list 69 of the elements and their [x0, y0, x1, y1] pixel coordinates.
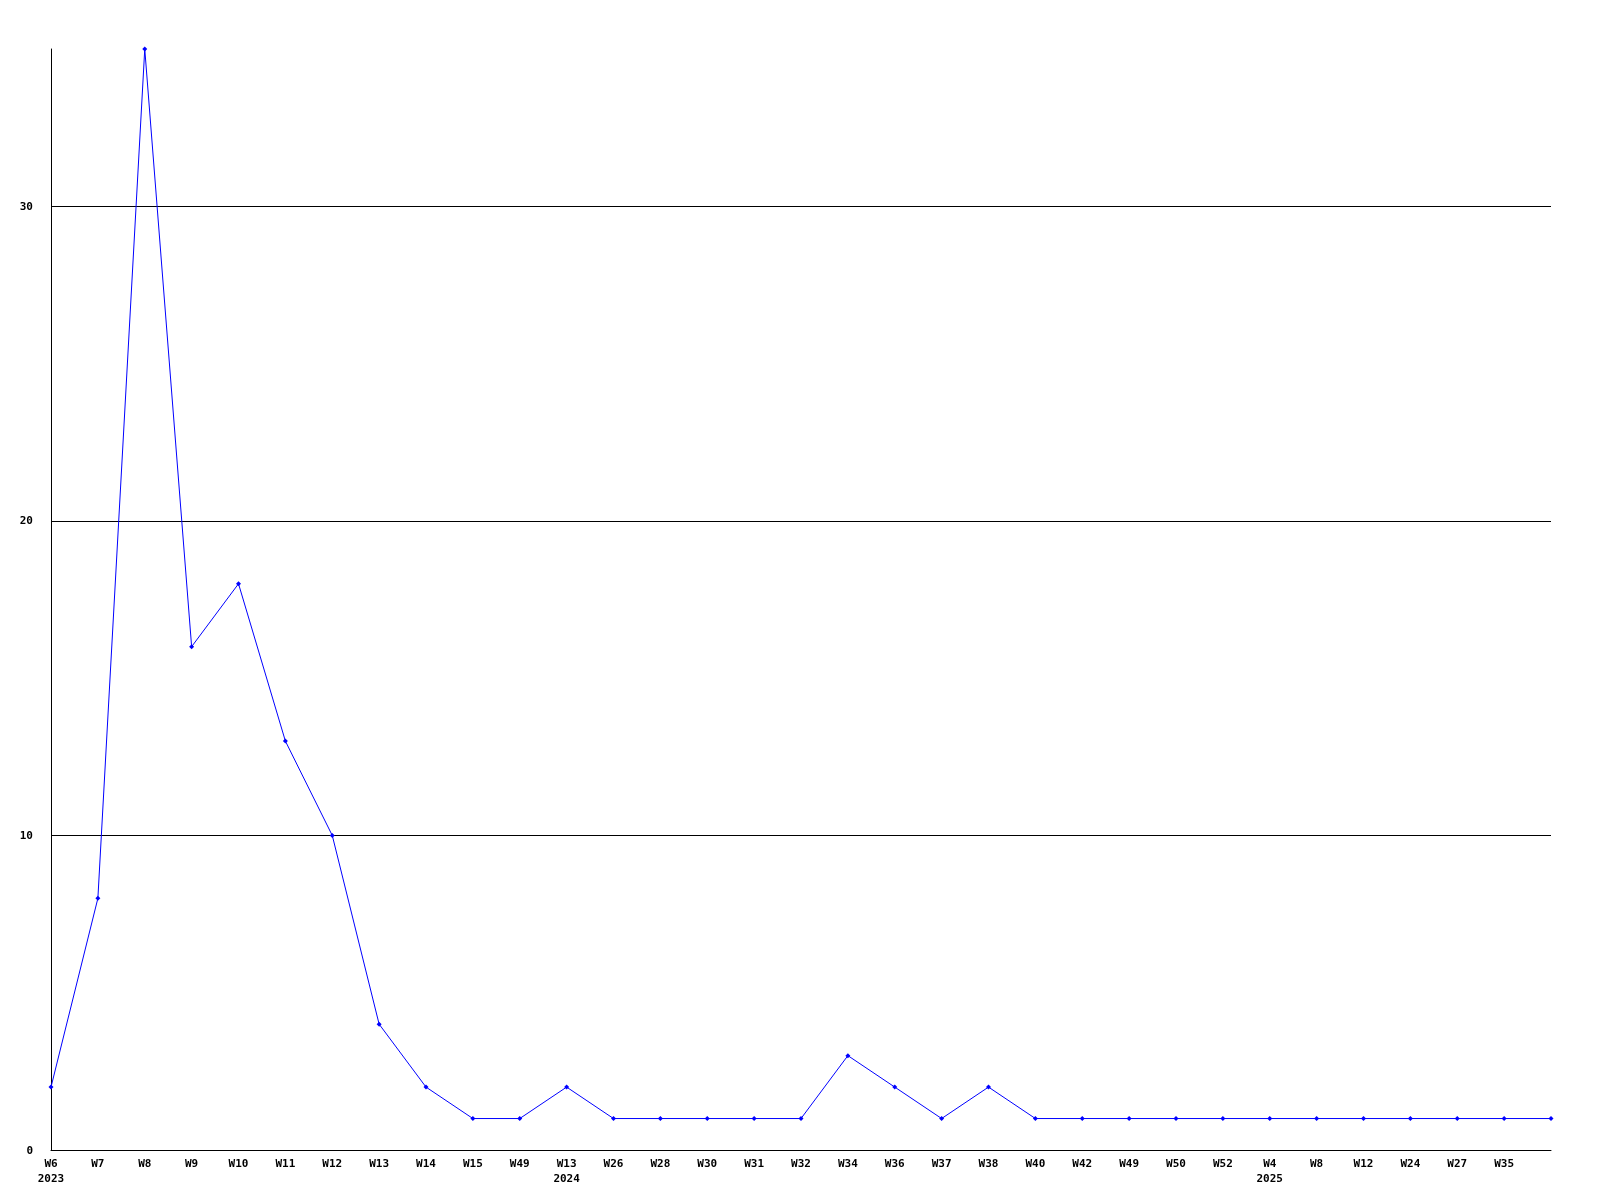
- point: [189, 644, 195, 650]
- x-tick-label: W38: [978, 1157, 999, 1170]
- y-tick-label: 10: [19, 828, 33, 842]
- point: [1501, 1116, 1507, 1122]
- point: [1173, 1116, 1179, 1122]
- point: [1407, 1116, 1413, 1122]
- x-tick-label: W12: [322, 1157, 343, 1170]
- point: [376, 1021, 382, 1027]
- x-tick-label: W13: [369, 1157, 390, 1170]
- point: [1454, 1116, 1460, 1122]
- x-tick-label: W49: [509, 1157, 530, 1170]
- x-tick-label: W37: [931, 1157, 952, 1170]
- point: [470, 1116, 476, 1122]
- x-tick-label: W50: [1166, 1157, 1186, 1170]
- point: [1314, 1116, 1320, 1122]
- point: [1126, 1116, 1132, 1122]
- x-tick-label: W10: [228, 1157, 249, 1170]
- y-tick-label: 20: [19, 514, 33, 528]
- point: [142, 46, 148, 52]
- x-tick-label: W13 2024: [553, 1157, 581, 1185]
- point: [704, 1116, 710, 1122]
- x-tick-label: W28: [650, 1157, 671, 1170]
- point: [986, 1084, 991, 1090]
- x-tick-label: W15: [462, 1157, 483, 1170]
- x-tick-label: W4 2025: [1256, 1157, 1283, 1185]
- x-tick-label: W42: [1072, 1157, 1093, 1170]
- point: [939, 1116, 945, 1122]
- x-tick-label: W27: [1447, 1157, 1468, 1170]
- x-tick-label: W12: [1353, 1157, 1374, 1170]
- point: [1032, 1116, 1038, 1122]
- point: [1361, 1116, 1366, 1122]
- x-tick-label: W40: [1025, 1157, 1046, 1170]
- x-tick-label: W52: [1212, 1157, 1233, 1170]
- point: [423, 1084, 429, 1090]
- y-tick-label: 0: [26, 1143, 33, 1157]
- x-tick-label: W36: [884, 1157, 906, 1170]
- x-tick-label: W30: [697, 1157, 718, 1170]
- x-tick-label: W24: [1400, 1157, 1421, 1170]
- point: [517, 1116, 523, 1122]
- x-tick-label: W9: [185, 1157, 199, 1170]
- x-tick-label: W7: [91, 1157, 105, 1170]
- x-tick-label: W8: [1310, 1157, 1324, 1170]
- x-tick-label: W11: [275, 1157, 296, 1170]
- x-tick-label: W31: [744, 1157, 765, 1170]
- point: [1079, 1116, 1085, 1122]
- point: [564, 1084, 570, 1090]
- point: [611, 1116, 616, 1122]
- point: [48, 1084, 54, 1090]
- point: [892, 1084, 898, 1090]
- x-tick-label: W49: [1119, 1157, 1140, 1170]
- point: [95, 895, 101, 901]
- x-tick-label: W34: [837, 1157, 859, 1170]
- y-tick-label: 30: [19, 199, 33, 213]
- point: [657, 1116, 663, 1122]
- point: [751, 1116, 757, 1122]
- point: [1220, 1116, 1226, 1122]
- point: [329, 832, 335, 838]
- x-tick-label: W6 2023: [37, 1157, 65, 1185]
- point: [845, 1053, 851, 1059]
- x-tick-label: W8: [138, 1157, 152, 1170]
- x-tick-label: W14: [416, 1157, 437, 1170]
- x-tick-label: W26: [603, 1157, 624, 1170]
- point: [798, 1116, 804, 1122]
- x-tick-label: W35: [1494, 1157, 1515, 1170]
- point: [236, 581, 241, 587]
- x-tick-label: W32: [791, 1157, 811, 1170]
- point: [1267, 1116, 1273, 1122]
- point: [1548, 1116, 1554, 1122]
- point: [282, 738, 288, 744]
